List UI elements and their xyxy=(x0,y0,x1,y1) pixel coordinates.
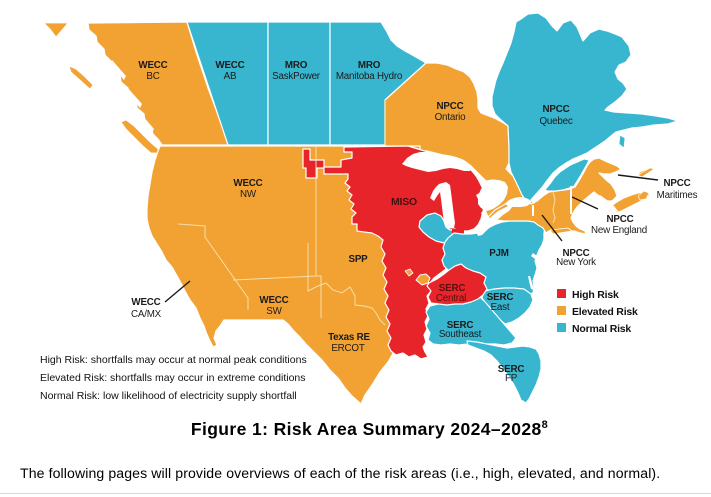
svg-text:SPP: SPP xyxy=(348,254,368,265)
svg-text:MRO: MRO xyxy=(358,60,381,71)
svg-text:SERC: SERC xyxy=(498,364,525,375)
svg-text:NPCC: NPCC xyxy=(664,178,691,189)
svg-text:Quebec: Quebec xyxy=(539,116,572,127)
svg-text:PJM: PJM xyxy=(489,248,509,259)
svg-text:AB: AB xyxy=(224,71,237,82)
svg-text:NW: NW xyxy=(240,189,257,200)
svg-text:MRO: MRO xyxy=(285,60,308,71)
svg-text:NPCC: NPCC xyxy=(437,101,464,112)
svg-text:New England: New England xyxy=(591,225,647,236)
svg-text:High Risk: High Risk xyxy=(572,289,619,301)
svg-text:Central: Central xyxy=(436,293,466,304)
svg-text:FP: FP xyxy=(505,373,518,384)
svg-text:MISO: MISO xyxy=(391,196,417,208)
svg-text:Maritimes: Maritimes xyxy=(657,190,698,201)
svg-text:NPCC: NPCC xyxy=(543,104,570,115)
svg-text:SERC: SERC xyxy=(439,283,466,294)
svg-text:Manitoba Hydro: Manitoba Hydro xyxy=(336,71,403,82)
svg-text:New York: New York xyxy=(556,257,596,268)
svg-text:WECC: WECC xyxy=(233,178,262,189)
svg-text:NPCC: NPCC xyxy=(563,248,590,259)
svg-text:WECC: WECC xyxy=(138,60,167,71)
svg-text:WECC: WECC xyxy=(215,60,244,71)
svg-text:East: East xyxy=(491,302,510,313)
svg-text:NPCC: NPCC xyxy=(607,214,634,225)
svg-text:BC: BC xyxy=(146,71,159,82)
svg-text:Ontario: Ontario xyxy=(435,112,466,123)
svg-text:CA/MX: CA/MX xyxy=(131,309,162,320)
svg-text:WECC: WECC xyxy=(259,295,288,306)
svg-text:SW: SW xyxy=(266,306,282,317)
svg-text:Texas RE: Texas RE xyxy=(328,332,370,343)
svg-text:SERC: SERC xyxy=(487,292,514,303)
svg-text:Normal Risk: Normal Risk xyxy=(572,323,631,335)
svg-text:SERC: SERC xyxy=(447,320,474,331)
svg-text:SaskPower: SaskPower xyxy=(272,71,321,82)
svg-text:Elevated Risk: Elevated Risk xyxy=(572,306,638,318)
svg-text:Southeast: Southeast xyxy=(439,329,482,340)
svg-text:ERCOT: ERCOT xyxy=(331,343,365,354)
svg-text:WECC: WECC xyxy=(131,297,160,308)
